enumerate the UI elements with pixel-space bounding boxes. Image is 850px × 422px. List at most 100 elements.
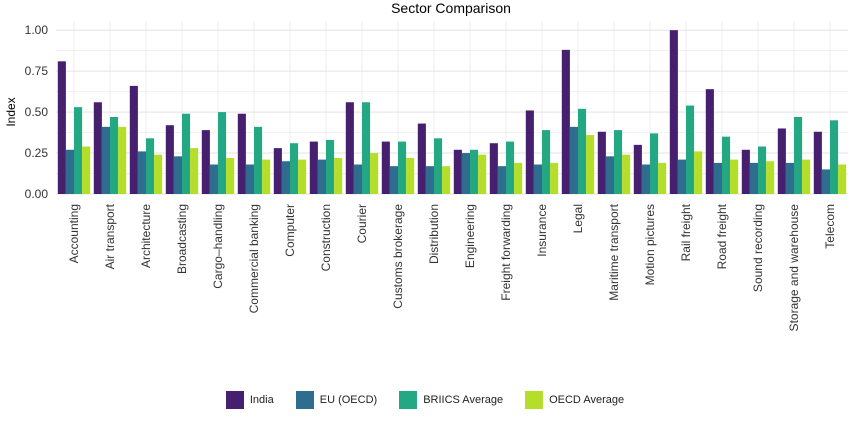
y-tick-label: 0.75 <box>25 64 49 78</box>
bar-distribution-eu-oecd <box>425 166 434 194</box>
bar-cargo-handling-india <box>201 130 210 194</box>
bar-sound-recording-india <box>741 149 750 194</box>
legend-swatch-oecd-average <box>525 391 544 409</box>
x-tick-label-cargo-handling: Cargo–handling <box>211 204 225 289</box>
bar-road-freight-briics-average <box>722 136 731 194</box>
bar-storage-and-warehouse-oecd-average <box>802 159 811 194</box>
bar-cargo-handling-briics-average <box>218 112 227 194</box>
x-tick-label-road-freight: Road freight <box>715 203 729 269</box>
legend-label-india: India <box>249 394 274 406</box>
x-tick-label-telecom: Telecom <box>823 204 837 249</box>
bar-legal-india <box>561 49 570 194</box>
bar-courier-india <box>345 102 354 194</box>
bar-distribution-briics-average <box>434 138 443 194</box>
bar-air-transport-eu-oecd <box>101 126 110 194</box>
bar-broadcasting-eu-oecd <box>173 156 182 194</box>
bar-broadcasting-oecd-average <box>190 148 199 194</box>
bar-storage-and-warehouse-eu-oecd <box>785 162 794 194</box>
bar-engineering-india <box>453 149 462 194</box>
bar-insurance-briics-average <box>542 130 551 194</box>
bar-maritime-transport-eu-oecd <box>605 156 614 194</box>
bar-commercial-banking-briics-average <box>254 126 263 194</box>
bar-commercial-banking-india <box>237 113 246 194</box>
bar-computer-briics-average <box>290 143 299 194</box>
bar-maritime-transport-briics-average <box>614 130 623 194</box>
bar-road-freight-india <box>705 89 714 194</box>
bar-air-transport-briics-average <box>110 117 119 194</box>
bar-rail-freight-india <box>669 30 678 194</box>
legend-item-eu-oecd: EU (OECD) <box>295 391 377 409</box>
bar-courier-eu-oecd <box>353 164 362 194</box>
chart-title: Sector Comparison <box>391 0 511 16</box>
legend-label-briics-average: BRIICS Average <box>423 394 504 406</box>
x-tick-label-sound-recording: Sound recording <box>751 204 765 292</box>
x-tick-label-legal: Legal <box>571 204 585 233</box>
bar-road-freight-oecd-average <box>730 159 739 194</box>
x-tick-labels: Accounting Air transport Architecture Broad… <box>67 203 837 331</box>
bar-customs-brokerage-eu-oecd <box>389 166 398 194</box>
bar-freight-forwarding-briics-average <box>506 141 515 194</box>
bar-cargo-handling-eu-oecd <box>209 164 218 194</box>
x-tick-label-accounting: Accounting <box>67 204 81 263</box>
bar-freight-forwarding-india <box>489 143 498 194</box>
bar-courier-briics-average <box>362 102 371 194</box>
bar-rail-freight-oecd-average <box>694 151 703 194</box>
bar-accounting-briics-average <box>74 107 83 194</box>
bar-construction-eu-oecd <box>317 159 326 194</box>
legend-swatch-india <box>225 391 244 409</box>
legend-item-oecd-average: OECD Average <box>525 391 624 409</box>
bar-construction-briics-average <box>326 139 335 194</box>
bar-telecom-oecd-average <box>838 164 847 194</box>
bar-broadcasting-india <box>165 125 174 194</box>
bar-construction-india <box>309 141 318 194</box>
legend-item-india: India <box>225 391 274 409</box>
bar-rail-freight-eu-oecd <box>677 159 686 194</box>
x-tick-label-engineering: Engineering <box>463 204 477 268</box>
legend: India EU (OECD) BRIICS Average OECD Aver… <box>0 391 850 409</box>
bar-architecture-briics-average <box>146 138 155 194</box>
bar-storage-and-warehouse-briics-average <box>794 117 803 194</box>
x-tick-label-air-transport: Air transport <box>103 203 117 269</box>
bar-computer-oecd-average <box>298 159 307 194</box>
legend-label-oecd-average: OECD Average <box>549 394 625 406</box>
x-tick-label-distribution: Distribution <box>427 204 441 264</box>
x-tick-label-storage-and-warehouse: Storage and warehouse <box>787 204 801 332</box>
bar-legal-oecd-average <box>586 135 595 194</box>
bar-engineering-briics-average <box>470 149 479 194</box>
x-tick-label-computer: Computer <box>283 204 297 257</box>
bar-commercial-banking-oecd-average <box>262 159 271 194</box>
bar-insurance-india <box>525 110 534 194</box>
bar-maritime-transport-india <box>597 131 606 194</box>
legend-item-briics-average: BRIICS Average <box>399 391 503 409</box>
bar-air-transport-india <box>93 102 102 194</box>
bar-engineering-oecd-average <box>478 154 487 194</box>
bar-sound-recording-briics-average <box>758 146 767 194</box>
bar-computer-eu-oecd <box>281 161 290 194</box>
x-tick-label-commercial-banking: Commercial banking <box>247 204 261 313</box>
x-tick-label-broadcasting: Broadcasting <box>175 204 189 274</box>
x-tick-label-customs-brokerage: Customs brokerage <box>391 204 405 309</box>
bar-cargo-handling-oecd-average <box>226 157 235 194</box>
bar-legal-eu-oecd <box>569 126 578 194</box>
bar-storage-and-warehouse-india <box>777 128 786 194</box>
x-tick-label-maritime-transport: Maritime transport <box>607 203 621 300</box>
bar-architecture-india <box>129 85 138 194</box>
bar-telecom-eu-oecd <box>821 169 830 194</box>
bar-customs-brokerage-oecd-average <box>406 157 415 194</box>
bar-insurance-oecd-average <box>550 162 559 194</box>
bar-accounting-oecd-average <box>82 146 91 194</box>
bar-maritime-transport-oecd-average <box>622 154 631 194</box>
y-tick-labels: 0.00 0.25 0.50 0.75 1.00 <box>25 23 49 201</box>
bar-architecture-oecd-average <box>154 154 163 194</box>
bar-distribution-oecd-average <box>442 166 451 194</box>
bar-freight-forwarding-eu-oecd <box>497 166 506 194</box>
bar-motion-pictures-oecd-average <box>658 162 667 194</box>
bar-architecture-eu-oecd <box>137 151 146 194</box>
bar-insurance-eu-oecd <box>533 164 542 194</box>
bar-sound-recording-eu-oecd <box>749 162 758 194</box>
x-tick-label-architecture: Architecture <box>139 204 153 268</box>
x-tick-label-insurance: Insurance <box>535 204 549 257</box>
bar-engineering-eu-oecd <box>461 153 470 194</box>
bar-customs-brokerage-india <box>381 141 390 194</box>
